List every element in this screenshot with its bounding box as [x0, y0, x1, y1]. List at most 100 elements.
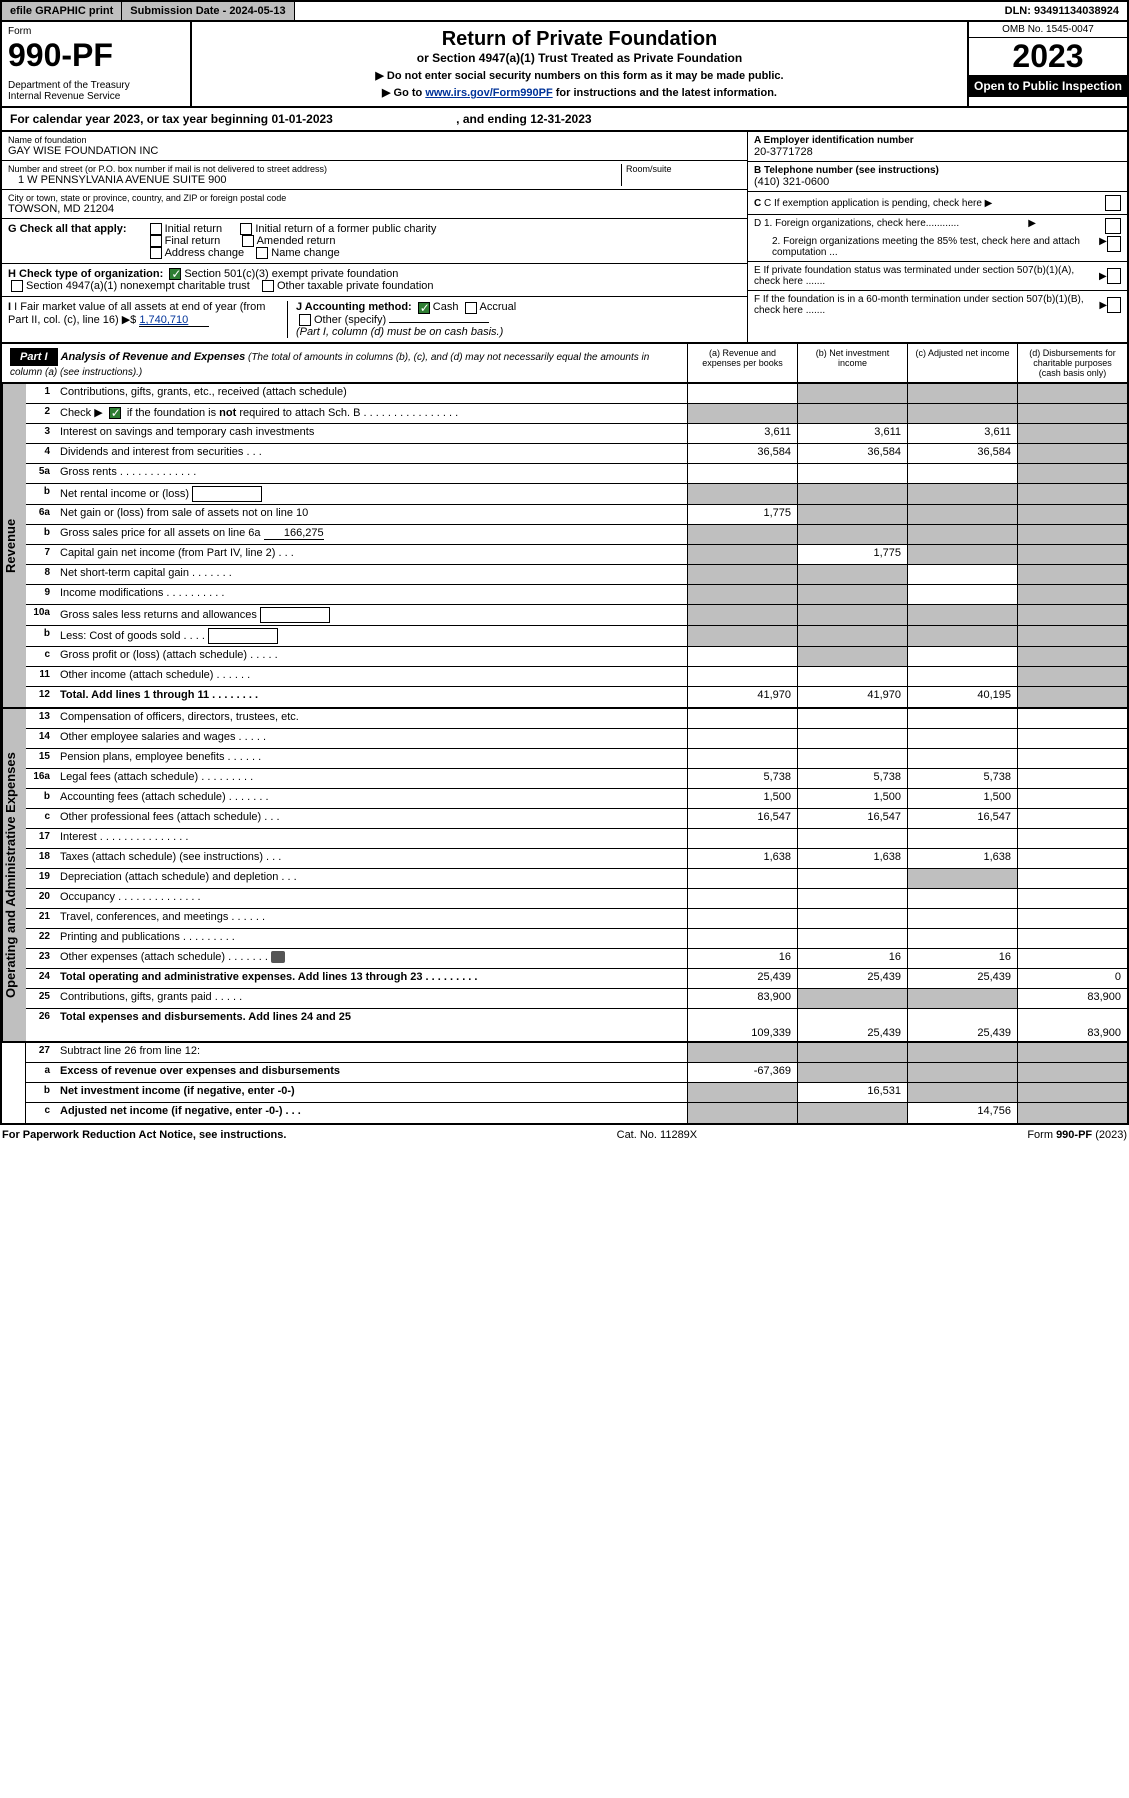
r12-c: 40,195: [907, 687, 1017, 707]
checkbox-4947[interactable]: [11, 280, 23, 292]
form-number: 990-PF: [8, 37, 184, 74]
row-13: Compensation of officers, directors, tru…: [56, 709, 687, 728]
footer-right: Form 990-PF (2023): [1027, 1129, 1127, 1141]
checkbox-e[interactable]: [1107, 268, 1121, 284]
j-accrual: Accrual: [480, 301, 517, 313]
j-other: Other (specify): [314, 314, 386, 326]
checkbox-d2[interactable]: [1107, 236, 1121, 252]
row-19: Depreciation (attach schedule) and deple…: [56, 869, 687, 888]
c-row: C C If exemption application is pending,…: [748, 192, 1127, 215]
checkbox-name-change[interactable]: [256, 247, 268, 259]
r12-b: 41,970: [797, 687, 907, 707]
addr-label: Number and street (or P.O. box number if…: [8, 164, 621, 174]
checkbox-f[interactable]: [1107, 297, 1121, 313]
c-label: C If exemption application is pending, c…: [764, 198, 982, 209]
ssn-note: ▶ Do not enter social security numbers o…: [204, 69, 955, 82]
row-17: Interest . . . . . . . . . . . . . . .: [56, 829, 687, 848]
info-left: Name of foundation GAY WISE FOUNDATION I…: [2, 132, 747, 342]
row-26: Total expenses and disbursements. Add li…: [56, 1009, 687, 1041]
header-center: Return of Private Foundation or Section …: [192, 22, 967, 106]
row-22: Printing and publications . . . . . . . …: [56, 929, 687, 948]
r16a-b: 5,738: [797, 769, 907, 788]
row-6a: Net gain or (loss) from sale of assets n…: [56, 505, 687, 524]
row-16b: Accounting fees (attach schedule) . . . …: [56, 789, 687, 808]
row-24: Total operating and administrative expen…: [56, 969, 687, 988]
ein-value: 20-3771728: [754, 146, 1121, 158]
form-title: Return of Private Foundation: [204, 28, 955, 51]
j-label: J Accounting method:: [296, 301, 412, 313]
row-5b: Net rental income or (loss): [56, 484, 687, 504]
dln: DLN: 93491134038924: [997, 2, 1127, 20]
row-27c: Adjusted net income (if negative, enter …: [56, 1103, 687, 1123]
row-6b: Gross sales price for all assets on line…: [56, 525, 687, 544]
col-c-header: (c) Adjusted net income: [907, 344, 1017, 382]
revenue-section: Revenue 1Contributions, gifts, grants, e…: [0, 384, 1129, 709]
r3-a: 3,611: [687, 424, 797, 443]
r4-c: 36,584: [907, 444, 1017, 463]
g-opt-2: Final return: [165, 235, 221, 247]
r3-c: 3,611: [907, 424, 1017, 443]
form-label: Form: [8, 26, 184, 37]
expenses-section: Operating and Administrative Expenses 13…: [0, 709, 1129, 1043]
city-row: City or town, state or province, country…: [2, 190, 747, 219]
d-row: D 1. Foreign organizations, check here..…: [748, 215, 1127, 262]
r18-a: 1,638: [687, 849, 797, 868]
tax-year: 2023: [969, 38, 1127, 75]
phone-label: B Telephone number (see instructions): [754, 165, 1121, 176]
row-4: Dividends and interest from securities .…: [56, 444, 687, 463]
fmv-value: 1,740,710: [139, 314, 209, 327]
checkbox-other-taxable[interactable]: [262, 280, 274, 292]
e-row: E If private foundation status was termi…: [748, 262, 1127, 291]
checkbox-cash[interactable]: [418, 302, 430, 314]
attachment-icon[interactable]: [271, 951, 285, 963]
r18-b: 1,638: [797, 849, 907, 868]
checkbox-initial-former[interactable]: [240, 223, 252, 235]
d1-label: D 1. Foreign organizations, check here..…: [754, 218, 959, 234]
checkbox-amended[interactable]: [242, 235, 254, 247]
checkbox-addr-change[interactable]: [150, 247, 162, 259]
checkbox-other-method[interactable]: [299, 314, 311, 326]
row-27a: Excess of revenue over expenses and disb…: [56, 1063, 687, 1082]
row-12: Total. Add lines 1 through 11 . . . . . …: [56, 687, 687, 707]
r18-c: 1,638: [907, 849, 1017, 868]
efile-print-button[interactable]: efile GRAPHIC print: [2, 2, 122, 20]
f-label: F If the foundation is in a 60-month ter…: [754, 294, 1099, 316]
r7-b: 1,775: [797, 545, 907, 564]
part1-label: Part I: [10, 348, 58, 366]
r26-b: 25,439: [797, 1009, 907, 1041]
col-d-header: (d) Disbursements for charitable purpose…: [1017, 344, 1127, 382]
r16b-c: 1,500: [907, 789, 1017, 808]
checkbox-initial-return[interactable]: [150, 223, 162, 235]
row-8: Net short-term capital gain . . . . . . …: [56, 565, 687, 584]
r16a-a: 5,738: [687, 769, 797, 788]
expenses-side-label: Operating and Administrative Expenses: [2, 709, 26, 1041]
r6a-a: 1,775: [687, 505, 797, 524]
row-27: Subtract line 26 from line 12:: [56, 1043, 687, 1062]
info-right: A Employer identification number 20-3771…: [747, 132, 1127, 342]
r24-a: 25,439: [687, 969, 797, 988]
col-a-header: (a) Revenue and expenses per books: [687, 344, 797, 382]
checkbox-final-return[interactable]: [150, 235, 162, 247]
ein-row: A Employer identification number 20-3771…: [748, 132, 1127, 162]
r23-c: 16: [907, 949, 1017, 968]
open-public-inspection: Open to Public Inspection: [969, 75, 1127, 97]
row-20: Occupancy . . . . . . . . . . . . . .: [56, 889, 687, 908]
row-25: Contributions, gifts, grants paid . . . …: [56, 989, 687, 1008]
checkbox-d1[interactable]: [1105, 218, 1121, 234]
r4-a: 36,584: [687, 444, 797, 463]
r4-b: 36,584: [797, 444, 907, 463]
row-10a: Gross sales less returns and allowances: [56, 605, 687, 625]
irs-link[interactable]: www.irs.gov/Form990PF: [425, 87, 552, 99]
checkbox-schb[interactable]: [109, 407, 121, 419]
goto-note: ▶ Go to www.irs.gov/Form990PF for instru…: [204, 86, 955, 99]
box-10b: [208, 628, 278, 644]
row-9: Income modifications . . . . . . . . . .: [56, 585, 687, 604]
r16b-a: 1,500: [687, 789, 797, 808]
row-21: Travel, conferences, and meetings . . . …: [56, 909, 687, 928]
checkbox-accrual[interactable]: [465, 302, 477, 314]
checkbox-501c3[interactable]: [169, 268, 181, 280]
r16a-c: 5,738: [907, 769, 1017, 788]
checkbox-c[interactable]: [1105, 195, 1121, 211]
h-opt-3: Other taxable private foundation: [277, 280, 434, 292]
e-label: E If private foundation status was termi…: [754, 265, 1099, 287]
